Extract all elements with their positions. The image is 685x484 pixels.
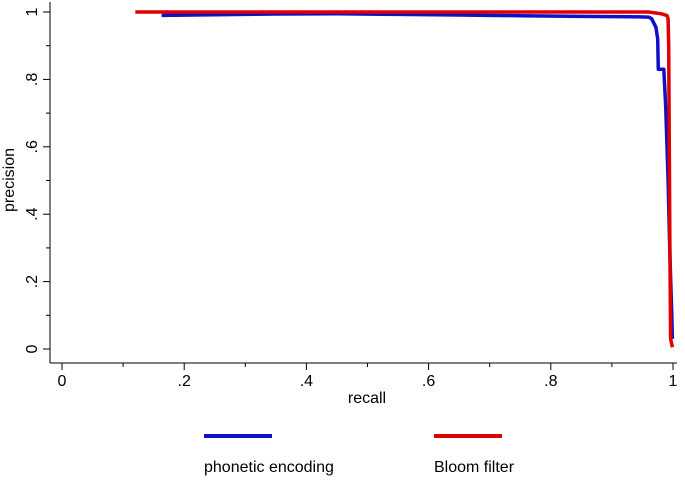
legend: phonetic encoding Bloom filter — [204, 434, 515, 476]
y-tick-label: 1 — [24, 7, 41, 16]
y-tick-label: .6 — [24, 140, 41, 153]
y-tick-label: .8 — [24, 73, 41, 86]
legend-label-phonetic-encoding: phonetic encoding — [204, 459, 334, 476]
series-layer — [135, 10, 675, 348]
x-tick-label: 0 — [58, 373, 67, 390]
legend-label-bloom-filter: Bloom filter — [434, 459, 515, 476]
y-axis-ticks: 0 .2 .4 .6 .8 1 — [24, 7, 50, 353]
y-axis-title: precision — [1, 148, 18, 212]
series-line-bloom-filter — [135, 10, 675, 348]
plot-area: 0 .2 .4 .6 .8 1 0 .2 .4 .6 .8 1 — [24, 2, 678, 390]
y-tick-label: 0 — [24, 344, 41, 353]
x-tick-label: 1 — [669, 373, 678, 390]
x-tick-label: .2 — [178, 373, 191, 390]
series-line-phonetic-encoding — [161, 11, 675, 339]
x-axis-title: recall — [348, 390, 386, 407]
x-axis-ticks: 0 .2 .4 .6 .8 1 — [58, 363, 678, 390]
x-tick-label: .8 — [544, 373, 557, 390]
x-tick-label: .4 — [300, 373, 313, 390]
x-tick-label: .6 — [422, 373, 435, 390]
y-tick-label: .2 — [24, 275, 41, 288]
y-tick-label: .4 — [24, 207, 41, 220]
